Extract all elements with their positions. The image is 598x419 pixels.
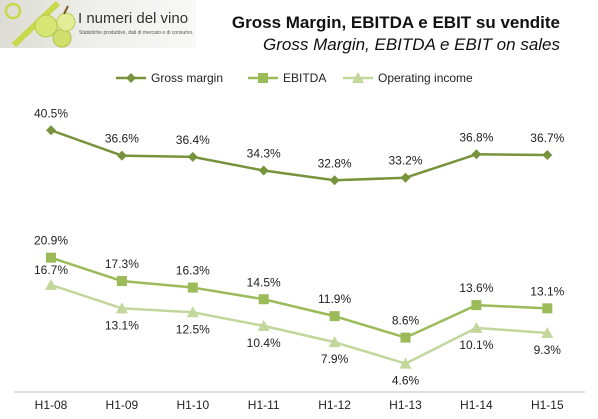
data-label-operating-income: 12.5% [176, 322, 210, 336]
data-label-gross-margin: 33.2% [388, 154, 422, 168]
logo-banner: I numeri del vino Statistiche produttive… [0, 0, 196, 48]
logo-subtitle: Statistiche produttive, dati di mercato … [79, 30, 194, 36]
x-tick-label: H1-13 [389, 398, 422, 412]
legend-label-ebitda: EBITDA [283, 71, 326, 85]
legend-label-operating-income: Operating income [378, 71, 473, 85]
data-point-gross-margin [471, 149, 482, 160]
data-label-operating-income: 16.7% [34, 263, 68, 277]
data-point-gross-margin [46, 125, 56, 136]
data-point-ebitda [471, 300, 482, 311]
data-label-ebitda: 13.1% [530, 284, 564, 298]
series-line-ebitda [50, 256, 548, 339]
data-label-gross-margin: 32.8% [318, 156, 352, 170]
data-point-operating-income [470, 321, 483, 333]
data-label-ebitda: 14.5% [247, 275, 281, 289]
series-line-operating-income [50, 283, 548, 365]
data-point-gross-margin [187, 151, 198, 162]
data-point-operating-income [328, 336, 341, 348]
data-label-ebitda: 16.3% [176, 264, 210, 278]
data-label-gross-margin: 36.8% [459, 130, 493, 144]
data-point-ebitda [329, 311, 340, 322]
legend-marker-ebitda [258, 73, 268, 83]
chart-title: Gross Margin, EBITDA e EBIT su vendite [231, 13, 560, 32]
legend-marker-gross-margin [126, 73, 136, 83]
data-label-operating-income: 10.4% [247, 336, 281, 350]
legend-marker-operating-income [352, 72, 364, 83]
data-label-gross-margin: 36.4% [176, 133, 210, 147]
legend-label-gross-margin: Gross margin [151, 71, 223, 85]
data-point-operating-income [186, 306, 199, 318]
data-point-ebitda [46, 252, 56, 263]
data-label-operating-income: 4.6% [392, 374, 420, 388]
x-tick-label: H1-08 [35, 398, 68, 412]
x-tick-label: H1-14 [460, 398, 493, 412]
data-point-ebitda [116, 276, 127, 287]
data-label-ebitda: 8.6% [392, 314, 420, 328]
data-point-gross-margin [400, 172, 411, 183]
data-label-gross-margin: 36.7% [530, 131, 564, 145]
data-label-gross-margin: 36.6% [105, 132, 139, 146]
data-label-ebitda: 17.3% [105, 257, 139, 271]
x-tick-label: H1-11 [248, 398, 280, 412]
logo-title: I numeri del vino [78, 10, 189, 27]
data-point-operating-income [541, 327, 554, 339]
data-label-gross-margin: 40.5% [34, 106, 68, 120]
data-point-gross-margin [542, 149, 553, 160]
data-point-gross-margin [116, 150, 127, 161]
data-point-gross-margin [329, 175, 340, 186]
series-line-gross-margin [50, 129, 548, 182]
data-point-operating-income [257, 319, 270, 331]
data-label-operating-income: 10.1% [459, 338, 493, 352]
data-point-operating-income [45, 278, 57, 290]
data-label-operating-income: 7.9% [321, 352, 349, 366]
data-point-ebitda [542, 303, 553, 314]
data-point-gross-margin [258, 165, 269, 176]
x-tick-label: H1-15 [531, 398, 564, 412]
data-label-ebitda: 11.9% [318, 292, 351, 306]
x-tick-label: H1-09 [106, 398, 139, 412]
data-label-gross-margin: 34.3% [247, 147, 281, 161]
data-point-operating-income [115, 302, 128, 314]
data-label-ebitda: 13.6% [459, 281, 493, 295]
x-tick-label: H1-10 [176, 398, 209, 412]
data-point-ebitda [187, 282, 198, 293]
data-label-operating-income: 13.1% [105, 318, 139, 332]
grape-percent-logo-icon [4, 0, 76, 48]
x-tick-label: H1-12 [318, 398, 351, 412]
data-label-ebitda: 20.9% [34, 234, 68, 248]
data-point-ebitda [258, 294, 269, 305]
data-label-operating-income: 9.3% [534, 343, 562, 357]
data-point-ebitda [400, 332, 411, 343]
chart-subtitle: Gross Margin, EBITDA e EBIT on sales [263, 35, 560, 54]
data-point-operating-income [399, 357, 412, 369]
